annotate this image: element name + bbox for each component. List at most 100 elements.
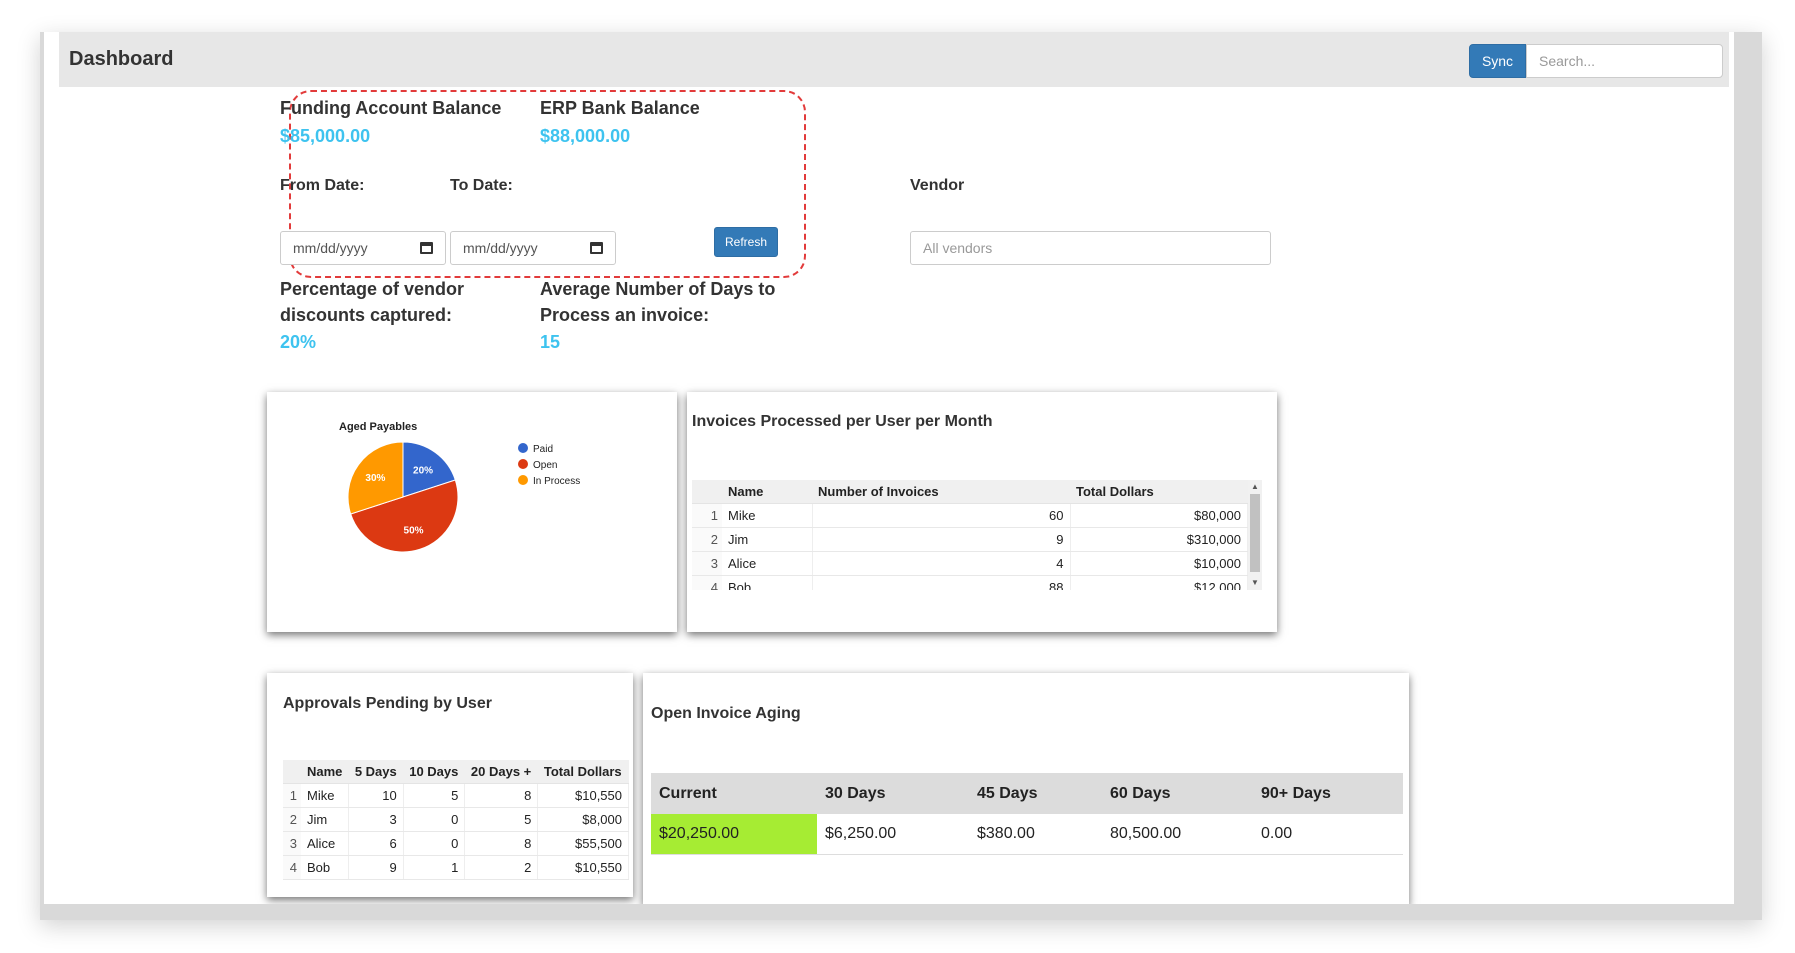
aging-values-row: $20,250.00 $6,250.00 $380.00 80,500.00 0…	[651, 814, 1403, 855]
table-row[interactable]: 4 Bob 9 1 2 $10,550	[283, 855, 629, 880]
row-10-days: 0	[403, 831, 466, 856]
legend-marker	[518, 475, 528, 485]
table-row[interactable]: 1 Mike 10 5 8 $10,550	[283, 783, 629, 808]
table-row[interactable]: 3 Alice 4 $10,000	[692, 551, 1248, 576]
aging-col-current: Current	[651, 773, 817, 814]
calendar-icon[interactable]	[420, 242, 433, 254]
column-header[interactable]: Name	[722, 480, 812, 504]
avg-days-label-line2: Process an invoice:	[540, 305, 710, 325]
row-20-days: 8	[464, 831, 539, 856]
aging-col-60: 60 Days	[1102, 773, 1253, 814]
approvals-pending-title: Approvals Pending by User	[283, 695, 492, 712]
legend-marker	[518, 459, 528, 469]
vendor-discount-label-line2: discounts captured:	[280, 305, 453, 325]
open-invoice-aging-title: Open Invoice Aging	[651, 705, 801, 722]
highlight-region	[289, 90, 806, 278]
row-index: 4	[692, 575, 722, 590]
aging-30-value: $6,250.00	[817, 814, 969, 855]
to-date-label: To Date:	[450, 177, 513, 194]
pie-slice-label: 20%	[413, 465, 433, 476]
row-index: 3	[692, 551, 722, 576]
refresh-button[interactable]: Refresh	[714, 227, 778, 257]
column-header[interactable]: Total Dollars	[537, 760, 629, 784]
pie-slice-in-process[interactable]	[347, 441, 404, 515]
row-5-days: 3	[348, 807, 404, 832]
row-index: 4	[283, 855, 301, 880]
row-total-dollars: $8,000	[537, 807, 629, 832]
invoices-processed-title: Invoices Processed per User per Month	[692, 413, 993, 430]
chart-title: Aged Payables	[339, 421, 417, 433]
vendor-select[interactable]	[910, 231, 1271, 265]
table-row[interactable]: 1 Mike 60 $80,000	[692, 503, 1248, 528]
row-invoice-count: 9	[812, 527, 1071, 552]
legend-label[interactable]: Paid	[533, 444, 553, 455]
scroll-up-arrow-icon[interactable]: ▲	[1251, 482, 1259, 491]
column-header[interactable]: Name	[301, 760, 349, 784]
erp-balance-label: ERP Bank Balance	[540, 98, 700, 118]
legend-marker	[518, 443, 528, 453]
column-header[interactable]: Number of Invoices	[812, 480, 1070, 504]
aging-col-90: 90+ Days	[1253, 773, 1403, 814]
to-date-input[interactable]: mm/dd/yyyy	[450, 231, 616, 265]
table-row[interactable]: 2 Jim 9 $310,000	[692, 527, 1248, 552]
row-total-dollars: $10,550	[537, 783, 629, 808]
legend-label[interactable]: In Process	[533, 476, 580, 487]
row-10-days: 1	[403, 855, 466, 880]
index-header	[283, 760, 301, 784]
row-name: Mike	[301, 783, 350, 808]
from-date-input[interactable]: mm/dd/yyyy	[280, 231, 446, 265]
row-20-days: 2	[464, 855, 539, 880]
pie-slice-open[interactable]	[350, 479, 459, 553]
vendor-discount-value: 20%	[280, 332, 317, 352]
vendor-discount-label-line1: Percentage of vendor	[280, 279, 465, 299]
legend-label[interactable]: Open	[533, 460, 557, 471]
page-title: Dashboard	[69, 48, 174, 70]
open-invoice-aging-card: Open Invoice Aging Current 30 Days 45 Da…	[643, 673, 1409, 904]
row-name: Jim	[722, 527, 813, 552]
column-header[interactable]: Total Dollars	[1070, 480, 1248, 504]
aged-payables-card: Aged Payables 20% 50% 30% Paid Open In Proce…	[267, 392, 677, 632]
row-index: 1	[692, 503, 722, 528]
scroll-down-arrow-icon[interactable]: ▼	[1251, 578, 1259, 587]
aging-current-value: $20,250.00	[651, 814, 817, 855]
column-header[interactable]: 20 Days +	[464, 760, 538, 784]
pie-slice-paid[interactable]	[402, 441, 456, 498]
row-total-dollars: $310,000	[1070, 527, 1248, 552]
vendor-label: Vendor	[910, 177, 965, 194]
aging-45-value: $380.00	[969, 814, 1102, 855]
column-header[interactable]: 10 Days	[403, 760, 465, 784]
column-header[interactable]: 5 Days	[348, 760, 404, 784]
vendor-discount-label: Percentage of vendor discounts captured:	[280, 276, 464, 328]
row-10-days: 5	[403, 783, 466, 808]
scrollbar-thumb[interactable]	[1250, 494, 1260, 572]
row-index: 3	[283, 831, 301, 856]
funding-balance-label: Funding Account Balance	[280, 98, 502, 118]
row-name: Mike	[722, 503, 813, 528]
table-row[interactable]: 4 Bob 88 $12,000	[692, 575, 1248, 590]
invoices-processed-card: Invoices Processed per User per Month Na…	[687, 392, 1277, 632]
row-name: Jim	[301, 807, 350, 832]
table-row[interactable]: 2 Jim 3 0 5 $8,000	[283, 807, 629, 832]
row-index: 1	[283, 783, 301, 808]
aged-payables-chart: Aged Payables 20% 50% 30% Paid Open In Proce…	[339, 421, 580, 553]
calendar-icon[interactable]	[590, 242, 603, 254]
row-5-days: 10	[348, 783, 404, 808]
avg-days-value: 15	[540, 332, 561, 352]
row-total-dollars: $55,500	[537, 831, 629, 856]
dashboard-app: Dashboard Sync Funding Account Balance $…	[44, 32, 1734, 904]
row-index: 2	[283, 807, 301, 832]
row-total-dollars: $80,000	[1070, 503, 1248, 528]
table-row[interactable]: 3 Alice 6 0 8 $55,500	[283, 831, 629, 856]
sync-button[interactable]: Sync	[1469, 44, 1526, 78]
row-total-dollars: $10,550	[537, 855, 629, 880]
row-invoice-count: 88	[812, 575, 1071, 590]
row-20-days: 5	[464, 807, 539, 832]
search-input[interactable]	[1526, 44, 1723, 78]
row-5-days: 6	[348, 831, 404, 856]
invoices-scrollbar[interactable]: ▲ ▼	[1248, 480, 1262, 590]
from-date-placeholder: mm/dd/yyyy	[293, 240, 368, 256]
row-invoice-count: 4	[812, 551, 1071, 576]
aging-col-45: 45 Days	[969, 773, 1102, 814]
